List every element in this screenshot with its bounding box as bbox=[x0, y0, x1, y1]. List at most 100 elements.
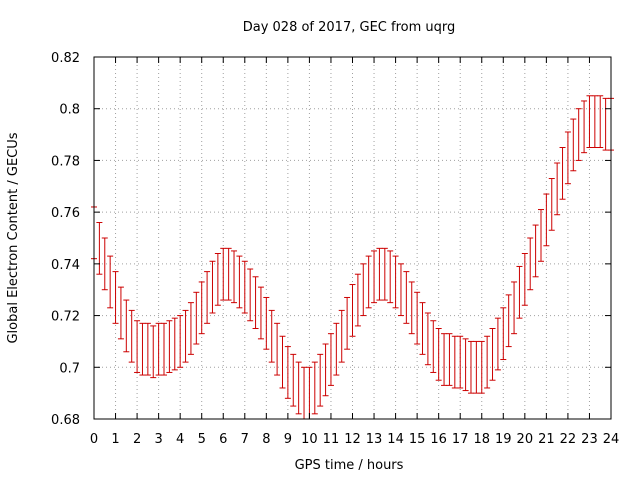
data-point-49 bbox=[354, 273, 361, 327]
data-point-48 bbox=[349, 284, 356, 337]
data-point-33 bbox=[268, 309, 275, 363]
x-tick-label-21: 21 bbox=[538, 432, 555, 447]
data-point-35 bbox=[279, 335, 286, 389]
data-point-58 bbox=[403, 271, 410, 324]
data-point-29 bbox=[247, 268, 254, 322]
x-tick-label-12: 12 bbox=[344, 432, 361, 447]
data-point-37 bbox=[290, 353, 297, 407]
data-point-85 bbox=[548, 178, 555, 231]
data-point-15 bbox=[171, 317, 178, 371]
data-point-64 bbox=[435, 328, 442, 381]
x-tick-label-8: 8 bbox=[262, 432, 270, 447]
data-point-52 bbox=[371, 250, 378, 304]
data-point-61 bbox=[419, 302, 426, 355]
data-point-87 bbox=[559, 147, 566, 200]
data-point-88 bbox=[564, 131, 571, 185]
data-point-40 bbox=[306, 366, 313, 420]
data-point-65 bbox=[441, 333, 448, 386]
x-tick-label-9: 9 bbox=[284, 432, 292, 447]
x-tick-label-7: 7 bbox=[241, 432, 249, 447]
x-tick-label-19: 19 bbox=[495, 432, 512, 447]
y-tick-label-7: 0.82 bbox=[51, 51, 80, 66]
data-point-43 bbox=[322, 343, 329, 397]
data-point-81 bbox=[527, 237, 534, 291]
x-tick-label-2: 2 bbox=[133, 432, 141, 447]
data-point-5 bbox=[117, 286, 124, 340]
data-point-26 bbox=[231, 250, 238, 304]
data-point-38 bbox=[295, 361, 302, 415]
data-point-79 bbox=[516, 265, 523, 319]
y-tick-label-0: 0.68 bbox=[51, 413, 80, 428]
data-point-89 bbox=[570, 118, 577, 172]
data-point-69 bbox=[462, 338, 469, 392]
data-point-53 bbox=[376, 247, 383, 301]
data-point-34 bbox=[274, 322, 281, 376]
data-point-16 bbox=[177, 315, 184, 368]
x-tick-label-15: 15 bbox=[409, 432, 426, 447]
data-point-59 bbox=[408, 281, 415, 335]
data-point-8 bbox=[134, 320, 141, 373]
data-point-27 bbox=[236, 255, 243, 309]
data-point-42 bbox=[317, 353, 324, 407]
data-point-17 bbox=[182, 309, 189, 363]
data-point-68 bbox=[457, 335, 464, 389]
data-point-19 bbox=[193, 291, 200, 345]
data-point-70 bbox=[467, 340, 474, 394]
data-point-56 bbox=[392, 255, 399, 309]
data-point-78 bbox=[511, 281, 518, 335]
y-axis-label: Global Electron Content / GECUs bbox=[6, 132, 21, 343]
axis-ticks bbox=[93, 56, 612, 420]
x-tick-label-4: 4 bbox=[176, 432, 184, 447]
data-point-18 bbox=[187, 302, 194, 355]
y-tick-label-6: 0.8 bbox=[59, 103, 80, 118]
x-tick-label-22: 22 bbox=[560, 432, 577, 447]
data-point-55 bbox=[387, 250, 394, 304]
x-tick-label-13: 13 bbox=[366, 432, 383, 447]
data-point-47 bbox=[344, 296, 351, 350]
data-point-12 bbox=[155, 322, 162, 376]
data-point-46 bbox=[338, 309, 345, 363]
x-tick-label-14: 14 bbox=[387, 432, 404, 447]
data-point-1 bbox=[96, 221, 103, 275]
data-point-75 bbox=[494, 317, 501, 371]
data-point-11 bbox=[150, 325, 157, 379]
x-tick-label-3: 3 bbox=[154, 432, 162, 447]
x-tick-label-24: 24 bbox=[603, 432, 620, 447]
data-point-13 bbox=[161, 322, 168, 376]
x-tick-labels: 0 1 2 3 4 5 6 7 8 9 10 11 12 13 14 15 16 17 18 19 20 21 22 23 24 bbox=[90, 432, 619, 447]
data-point-95 bbox=[602, 97, 609, 151]
data-point-74 bbox=[489, 328, 496, 381]
data-point-67 bbox=[451, 335, 458, 389]
data-point-44 bbox=[327, 333, 334, 386]
data-point-73 bbox=[484, 335, 491, 389]
data-point-21 bbox=[204, 271, 211, 324]
x-tick-label-10: 10 bbox=[301, 432, 318, 447]
y-tick-label-5: 0.78 bbox=[51, 154, 80, 169]
x-tick-label-18: 18 bbox=[473, 432, 490, 447]
x-tick-label-16: 16 bbox=[430, 432, 447, 447]
data-point-3 bbox=[107, 255, 114, 309]
data-point-60 bbox=[414, 291, 421, 345]
data-point-31 bbox=[257, 286, 264, 340]
y-tick-label-4: 0.76 bbox=[51, 206, 80, 221]
chart-title: Day 028 of 2017, GEC from uqrg bbox=[243, 20, 456, 35]
x-tick-label-11: 11 bbox=[323, 432, 340, 447]
data-point-71 bbox=[473, 340, 480, 394]
data-point-57 bbox=[397, 263, 404, 317]
data-point-50 bbox=[360, 263, 367, 317]
data-point-82 bbox=[532, 224, 539, 278]
data-point-91 bbox=[581, 100, 588, 154]
y-tick-label-2: 0.72 bbox=[51, 310, 80, 325]
data-point-28 bbox=[241, 260, 248, 314]
data-point-25 bbox=[225, 247, 232, 301]
data-point-32 bbox=[263, 296, 270, 350]
data-point-63 bbox=[430, 320, 437, 373]
data-point-10 bbox=[144, 322, 151, 376]
y-tick-label-1: 0.7 bbox=[59, 361, 80, 376]
grid-lines bbox=[94, 57, 611, 419]
data-point-24 bbox=[220, 247, 227, 301]
data-point-51 bbox=[365, 255, 372, 309]
data-point-45 bbox=[333, 322, 340, 376]
data-point-14 bbox=[166, 320, 173, 373]
